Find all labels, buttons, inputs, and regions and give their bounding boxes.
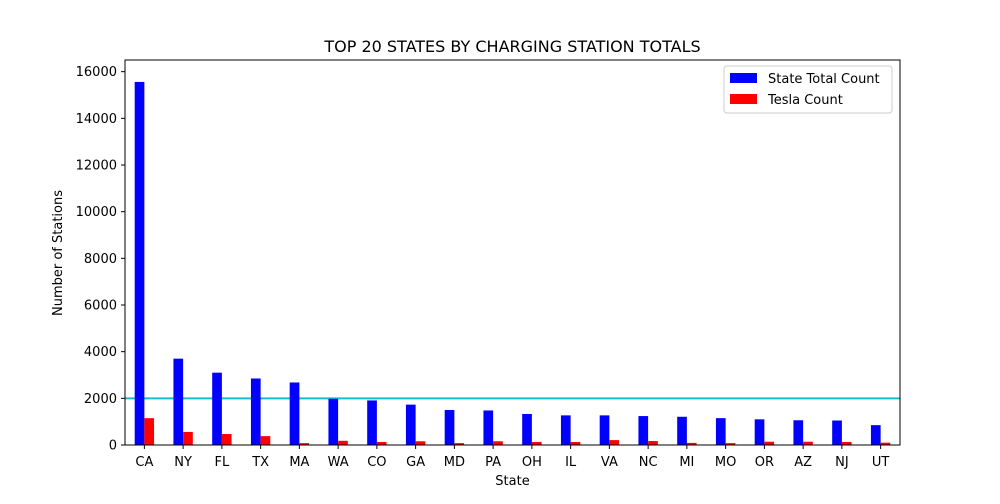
bar-tesla-il [570, 441, 581, 445]
bar-total-ga [405, 404, 416, 445]
bar-total-pa [483, 410, 494, 445]
x-tick-label: FL [215, 455, 230, 470]
bar-total-ca [134, 81, 145, 445]
bar-tesla-co [376, 441, 387, 445]
bar-tesla-az [803, 441, 813, 445]
legend-swatch-total [730, 73, 757, 83]
bar-tesla-nc [648, 441, 658, 445]
bar-total-co [367, 400, 377, 445]
bar-tesla-ut [880, 442, 891, 445]
bar-tesla-ga [415, 441, 426, 445]
x-tick-label: OH [522, 455, 542, 470]
bar-tesla-oh [531, 441, 542, 445]
bar-tesla-va [609, 440, 620, 445]
bar-total-az [793, 420, 804, 445]
bar-tesla-tx [260, 436, 271, 445]
x-axis-label: State [495, 474, 529, 489]
x-tick-label: MD [444, 455, 465, 470]
bar-total-or [754, 419, 765, 445]
bar-tesla-ny [183, 431, 193, 445]
bar-total-va [599, 415, 610, 445]
x-tick-label: CA [135, 455, 153, 470]
legend-frame [723, 65, 893, 114]
bar-tesla-md [454, 443, 465, 445]
bar-total-md [444, 410, 455, 445]
x-tick-label: WA [328, 455, 349, 470]
bar-total-nj [832, 420, 842, 445]
x-tick-label: NJ [835, 455, 849, 470]
chart-title: TOP 20 STATES BY CHARGING STATION TOTALS [323, 37, 700, 56]
bar-total-oh [522, 413, 532, 445]
y-tick-label: 2000 [84, 392, 117, 407]
x-tick-label: MI [679, 455, 694, 470]
bar-tesla-ca [144, 418, 155, 445]
x-tick-label: AZ [794, 455, 812, 470]
x-tick-label: OR [755, 455, 774, 470]
bar-total-ny [173, 358, 184, 445]
y-tick-label: 0 [109, 439, 117, 454]
y-tick-label: 14000 [76, 112, 117, 127]
y-axis-label: Number of Stations [51, 190, 66, 316]
x-tick-label: VA [601, 455, 618, 470]
bar-total-il [560, 415, 571, 445]
bar-total-wa [328, 398, 339, 445]
x-tick-label: PA [485, 455, 501, 470]
y-tick-label: 16000 [76, 65, 117, 80]
x-tick-label: MO [715, 455, 736, 470]
bar-tesla-ma [299, 443, 310, 445]
bar-tesla-mi [686, 442, 697, 445]
legend-label-total: State Total Count [768, 72, 880, 87]
bar-tesla-nj [841, 441, 852, 445]
y-tick-label: 12000 [76, 159, 117, 174]
y-tick-label: 8000 [84, 252, 117, 267]
y-tick-label: 4000 [84, 345, 117, 360]
bar-total-tx [250, 378, 261, 445]
legend-swatch-tesla [730, 94, 757, 104]
x-tick-label: NY [174, 455, 192, 470]
bar-tesla-wa [338, 440, 348, 445]
bar-total-mi [677, 416, 687, 445]
y-tick-label: 6000 [84, 299, 117, 314]
bar-tesla-or [764, 441, 775, 445]
x-tick-label: IL [565, 455, 577, 470]
plot-area: 0 2000 4000 6000 8000 10000 12000 14000 16000 CA N… [76, 59, 901, 470]
legend-label-tesla: Tesla Count [767, 93, 843, 108]
y-tick-label: 10000 [76, 205, 117, 220]
x-tick-label: TX [251, 455, 269, 470]
x-tick-label: CO [367, 455, 386, 470]
bar-total-nc [638, 416, 649, 445]
bar-total-ma [289, 382, 300, 445]
bar-total-fl [212, 372, 222, 445]
x-tick-label: NC [639, 455, 658, 470]
x-tick-label: MA [289, 455, 309, 470]
axes-frame [124, 59, 901, 446]
bar-tesla-mo [725, 443, 736, 445]
bar-tesla-fl [221, 434, 232, 445]
bar-tesla-pa [493, 441, 503, 445]
x-tick-label: GA [406, 455, 425, 470]
bar-total-ut [870, 425, 881, 445]
bar-total-mo [715, 418, 726, 445]
legend: State Total Count Tesla Count [723, 65, 893, 114]
x-tick-label: UT [872, 455, 890, 470]
